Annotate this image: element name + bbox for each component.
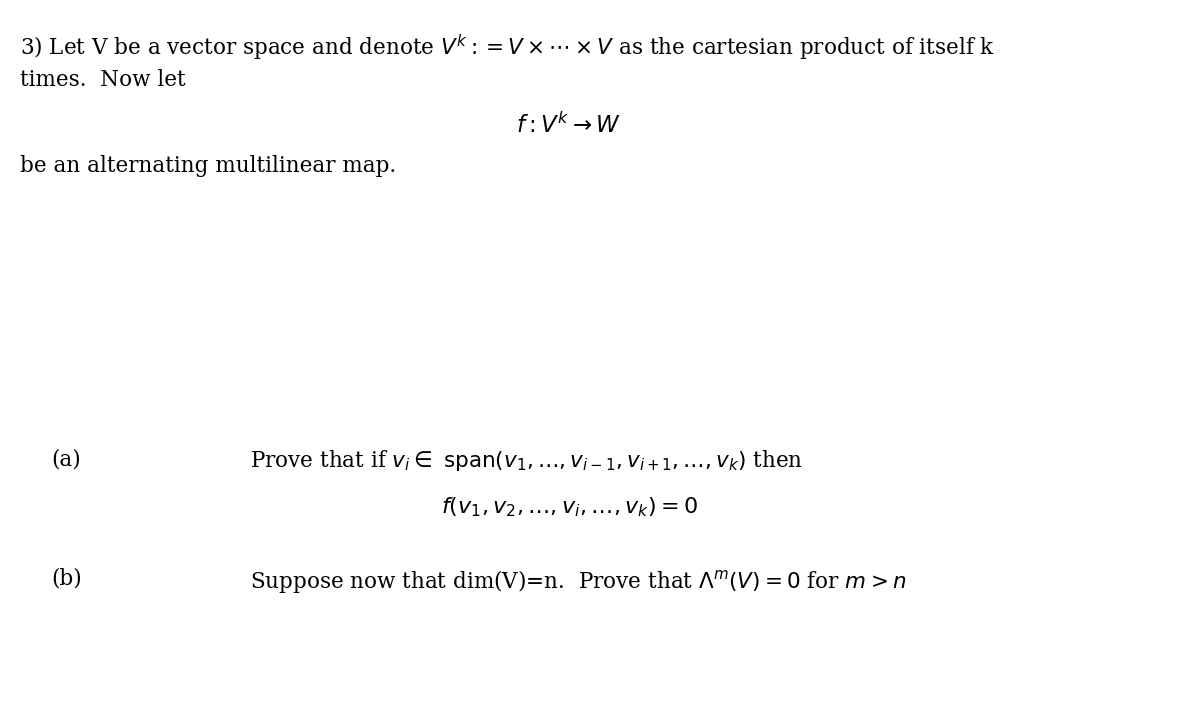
Text: $f: V^k \rightarrow W$: $f: V^k \rightarrow W$ bbox=[516, 112, 622, 138]
Text: (a): (a) bbox=[52, 448, 80, 470]
Text: 3) Let V be a vector space and denote $V^k := V \times \cdots \times V$ as the c: 3) Let V be a vector space and denote $V… bbox=[20, 33, 996, 63]
Text: times.  Now let: times. Now let bbox=[20, 69, 186, 90]
Text: Prove that if $v_i \in$ $\mathrm{span}(v_1, \ldots, v_{i-1}, v_{i+1}, \ldots, v_: Prove that if $v_i \in$ $\mathrm{span}(v… bbox=[251, 448, 804, 474]
Text: be an alternating multilinear map.: be an alternating multilinear map. bbox=[20, 155, 397, 177]
Text: (b): (b) bbox=[52, 568, 82, 589]
Text: Suppose now that dim(V)=n.  Prove that $\Lambda^m(V) = 0$ for $m > n$: Suppose now that dim(V)=n. Prove that $\… bbox=[251, 568, 907, 594]
Text: $f(v_1, v_2, \ldots, v_i, \ldots, v_k) = 0$: $f(v_1, v_2, \ldots, v_i, \ldots, v_k) =… bbox=[440, 495, 697, 519]
